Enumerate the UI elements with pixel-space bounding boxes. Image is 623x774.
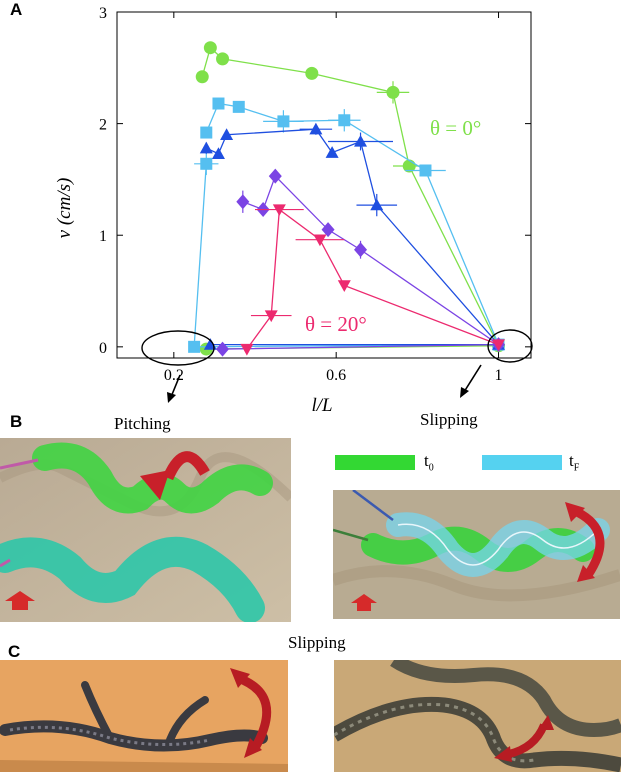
snake-photo-left xyxy=(0,660,288,772)
data-point xyxy=(212,97,225,110)
data-point xyxy=(200,126,213,139)
robot-pitching-photo xyxy=(0,438,291,622)
robot-body-teal xyxy=(0,536,265,622)
data-point xyxy=(338,114,351,127)
x-axis-label: l/L xyxy=(311,395,332,416)
annotation-theta-0: θ = 0° xyxy=(430,116,481,140)
y-tick-label: 2 xyxy=(99,117,107,134)
series-line xyxy=(201,46,500,350)
y-tick-label: 3 xyxy=(99,5,107,22)
panel-letter-b: B xyxy=(10,412,23,431)
legend-tf-swatch xyxy=(482,455,562,470)
data-point xyxy=(309,122,323,135)
data-point xyxy=(216,52,230,66)
data-point xyxy=(195,70,209,84)
velocity-chart: 0.2 0.6 1 0 1 2 3 v (cm/s) l/L θ = 0° θ = 20° xyxy=(54,5,533,416)
data-point xyxy=(211,147,225,159)
data-point xyxy=(188,340,201,353)
data-point xyxy=(200,157,213,170)
data-point xyxy=(370,198,384,211)
y-axis-label: v (cm/s) xyxy=(54,178,75,239)
pitching-label: Pitching xyxy=(114,414,171,433)
annotation-theta-20: θ = 20° xyxy=(305,312,367,336)
data-point xyxy=(264,310,278,323)
x-tick-label: 0.6 xyxy=(326,367,346,384)
forward-arrow-icon xyxy=(351,594,377,611)
data-point xyxy=(321,222,335,238)
data-point xyxy=(268,168,282,184)
legend-t0-swatch xyxy=(335,455,415,470)
data-point xyxy=(386,85,400,99)
rotation-arrow-icon xyxy=(140,451,210,500)
slipping-arrow xyxy=(460,364,482,398)
series-line xyxy=(193,102,500,348)
data-point xyxy=(305,66,319,80)
x-tick-label: 0.2 xyxy=(164,367,184,384)
panel-letter-a: A xyxy=(10,0,23,19)
legend-tf-label: tF xyxy=(569,451,580,474)
data-point xyxy=(492,339,506,352)
data-point xyxy=(203,41,217,55)
slipping-ellipse xyxy=(487,329,533,363)
data-point xyxy=(232,100,245,113)
x-tick-label: 1 xyxy=(495,367,503,384)
legend-t0-label: t0 xyxy=(424,451,434,474)
data-point xyxy=(199,141,213,154)
rotation-arrow-icon xyxy=(230,668,272,758)
data-point xyxy=(354,134,368,147)
data-point xyxy=(277,115,290,128)
data-point xyxy=(240,343,254,356)
y-tick-label: 1 xyxy=(99,228,107,245)
pitching-arrow xyxy=(167,374,181,403)
slipping-label: Slipping xyxy=(420,410,478,429)
data-point xyxy=(272,204,286,217)
series-line xyxy=(246,208,499,350)
series-4 xyxy=(240,204,506,356)
snake-photo-right xyxy=(334,660,621,772)
data-point xyxy=(419,164,432,177)
data-point xyxy=(354,242,368,258)
data-point xyxy=(337,280,351,292)
data-point xyxy=(236,194,250,210)
data-point xyxy=(216,341,230,357)
robot-slipping-photo xyxy=(333,490,620,619)
plot-frame xyxy=(116,11,532,359)
data-point xyxy=(313,234,327,247)
slipping-caption-c: Slipping xyxy=(288,633,346,652)
pitching-ellipse xyxy=(141,330,215,366)
forward-arrow-icon xyxy=(5,591,35,610)
panel-letter-c: C xyxy=(8,642,21,661)
y-tick-label: 0 xyxy=(99,340,107,357)
data-point xyxy=(325,146,339,158)
rotation-arrow-icon xyxy=(494,715,554,762)
data-point xyxy=(220,128,234,140)
rotation-arrow-icon xyxy=(565,502,605,582)
